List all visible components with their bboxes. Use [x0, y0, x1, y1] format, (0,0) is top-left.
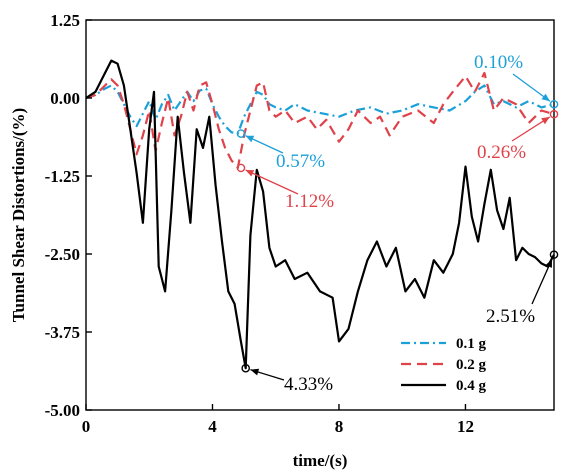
annotation-label-2: 1.12% [285, 191, 334, 212]
annotation-marker-0 [549, 99, 559, 109]
y-axis-title: Tunnel Shear Distortions/(%) [9, 108, 28, 322]
annotation-arrowhead-5 [545, 259, 552, 268]
y-tick-label: -5.00 [45, 401, 80, 420]
annotation-arrow-5 [531, 258, 553, 305]
annotation-label-4: 4.33% [284, 374, 333, 395]
x-axis-title: time/(s) [293, 451, 348, 470]
y-tick-label: 1.25 [50, 11, 80, 30]
annotation-arrowhead-1 [245, 135, 255, 143]
legend: 0.1 g 0.2 g 0.4 g [401, 336, 487, 394]
x-tick-label: 4 [208, 417, 217, 436]
annotation-arrowhead-3 [541, 116, 550, 125]
y-tick-label: -3.75 [45, 323, 80, 342]
y-tick-label: 0.00 [50, 89, 80, 108]
annotation-arrowhead-4 [250, 368, 260, 376]
plot-frame [85, 19, 555, 411]
annotation-label-3: 0.26% [477, 142, 526, 163]
series-line-0 [85, 84, 555, 135]
x-tick-label: 0 [82, 417, 91, 436]
annotation-arrow-2 [245, 169, 299, 195]
annotation-label-0: 0.10% [474, 52, 523, 73]
annotation-marker-3 [549, 109, 559, 119]
annotation-label-5: 2.51% [486, 306, 535, 327]
y-tick-label: -2.50 [45, 245, 80, 264]
axis-ticks: 0 4 8 12 1.25 0.00 -1.25 -2.50 -3.75 -5.00 [45, 11, 474, 436]
series-line-2 [85, 59, 555, 370]
annotation-arrowhead-2 [245, 170, 255, 177]
annotation-label-1: 0.57% [276, 151, 325, 172]
legend-label-0: 0.1 g [456, 336, 487, 352]
legend-label-2: 0.4 g [456, 378, 487, 394]
annotations: 0.10% 0.57% 1.12% 0.26% 4.33% 2.51% [236, 52, 559, 395]
annotation-marker-4 [241, 363, 250, 373]
plot-marks [85, 59, 555, 370]
x-tick-label: 8 [335, 417, 344, 436]
annotation-arrowhead-0 [541, 93, 550, 102]
annotation-marker-2 [236, 163, 246, 173]
annotation-marker-5 [549, 250, 559, 259]
x-tick-label: 12 [457, 417, 474, 436]
annotation-marker-1 [236, 129, 246, 138]
y-tick-label: -1.25 [45, 167, 80, 186]
legend-label-1: 0.2 g [456, 357, 487, 373]
series-line-1 [85, 71, 555, 169]
